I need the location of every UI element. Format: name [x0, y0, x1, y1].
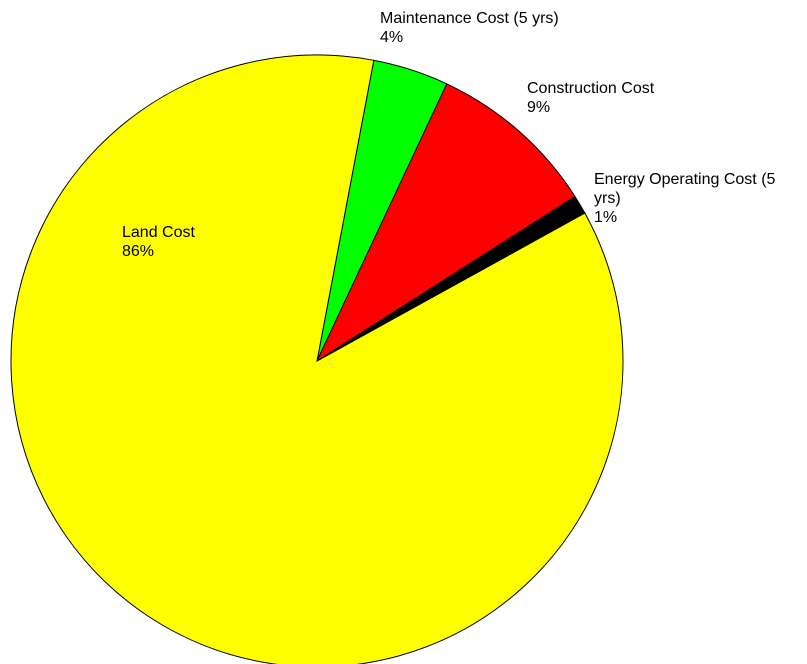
slice-name: Construction Cost: [527, 80, 655, 97]
slice-label: Land Cost 86%: [122, 223, 322, 261]
slice-label: Maintenance Cost (5 yrs) 4%: [380, 9, 680, 47]
slice-value: 1%: [594, 209, 618, 226]
slice-label: Energy Operating Cost (5 yrs) 1%: [594, 170, 806, 227]
slice-name: Energy Operating Cost (5 yrs): [594, 171, 776, 207]
slice-name: Maintenance Cost (5 yrs): [380, 10, 559, 27]
slice-value: 86%: [122, 243, 155, 260]
pie-slice: [315, 83, 576, 363]
slice-name: Land Cost: [122, 224, 195, 241]
slice-label: Construction Cost 9%: [527, 79, 777, 117]
slice-value: 9%: [527, 99, 551, 116]
pie-slice: [10, 54, 624, 664]
slice-value: 4%: [380, 29, 404, 46]
